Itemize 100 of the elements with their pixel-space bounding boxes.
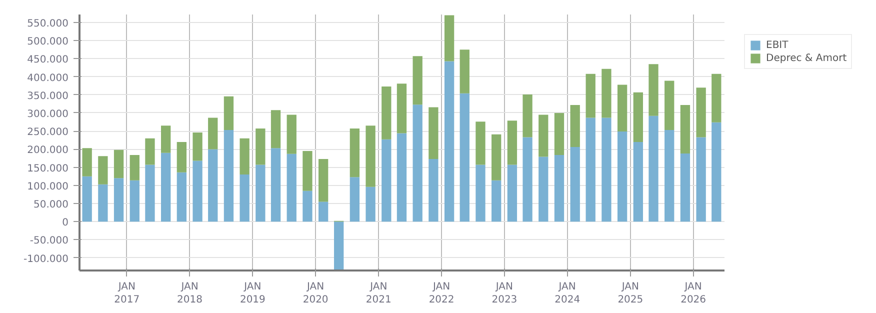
bar: [696, 137, 706, 222]
bar: [492, 180, 502, 222]
bar: [680, 154, 690, 222]
y-tick-label: 200.000: [27, 145, 69, 156]
y-tick-label: -50.000: [30, 236, 69, 247]
bar: [176, 172, 187, 222]
bar: [240, 138, 250, 175]
bar: [130, 154, 140, 180]
bar: [602, 68, 612, 118]
bar: [240, 174, 250, 222]
bar: [460, 93, 470, 222]
bar: [680, 105, 690, 154]
x-tick-label: JAN 2025: [618, 282, 644, 306]
bar: [444, 61, 454, 222]
x-tick-label: JAN 2018: [177, 282, 203, 306]
bar: [208, 118, 218, 150]
bar: [617, 84, 628, 132]
bar: [98, 184, 108, 222]
x-tick-label: JAN 2024: [554, 282, 580, 306]
bar: [633, 142, 643, 222]
legend-label: Deprec & Amort: [766, 52, 847, 64]
bar: [444, 15, 454, 62]
bar: [554, 154, 564, 222]
bar: [318, 202, 328, 222]
bar: [161, 126, 171, 153]
x-tick-label: JAN 2019: [240, 282, 266, 306]
bar: [712, 122, 722, 222]
bar: [396, 84, 407, 134]
y-tick-label: -100.000: [24, 254, 69, 265]
bar: [570, 147, 580, 222]
bar: [145, 138, 155, 165]
bar: [522, 137, 532, 222]
bar: [256, 128, 266, 165]
x-tick-label: JAN 2026: [680, 282, 706, 306]
bar: [428, 158, 438, 222]
bar: [192, 132, 202, 161]
bar: [602, 118, 612, 222]
bar: [412, 104, 422, 222]
bar: [382, 86, 392, 140]
bar: [522, 94, 532, 138]
bar: [161, 152, 171, 222]
bar: [554, 112, 564, 155]
y-tick-label: 150.000: [27, 163, 69, 174]
bar: [617, 131, 628, 222]
bar: [334, 222, 344, 270]
bar: [712, 74, 722, 122]
bar: [82, 148, 92, 176]
bar: [507, 164, 518, 222]
y-tick-label: 400.000: [27, 72, 69, 84]
bar: [350, 177, 360, 222]
bar: [366, 186, 376, 222]
bar: [412, 56, 422, 105]
bar: [366, 126, 376, 187]
y-tick-label: 100.000: [27, 181, 69, 192]
bar: [98, 156, 108, 184]
y-tick-label: 0: [62, 218, 69, 229]
bar: [208, 149, 218, 222]
bar: [318, 158, 328, 202]
bar: [586, 118, 596, 222]
y-tick-label: 300.000: [27, 108, 69, 120]
bar: [696, 88, 706, 138]
bar: [270, 148, 281, 222]
x-tick-label: JAN 2020: [302, 282, 328, 306]
bar: [286, 154, 296, 222]
bar: [476, 164, 486, 222]
bar: [664, 130, 674, 222]
bar: [192, 160, 202, 222]
x-tick-label: JAN 2022: [428, 282, 454, 306]
bar: [492, 134, 502, 180]
bar: [350, 128, 360, 178]
y-tick-label: 450.000: [27, 54, 69, 66]
y-tick-label: 250.000: [27, 127, 69, 138]
bar: [270, 110, 281, 148]
bar: [476, 122, 486, 165]
bar: [460, 50, 470, 94]
bar: [570, 105, 580, 148]
bar: [114, 178, 124, 222]
x-tick-label: JAN 2023: [492, 282, 518, 306]
bar: [256, 164, 266, 222]
bar: [114, 150, 124, 178]
bar: [382, 139, 392, 222]
x-tick-label: JAN 2021: [366, 282, 392, 306]
bar: [302, 190, 312, 222]
bar: [145, 164, 155, 222]
bar: [633, 92, 643, 142]
bar: [396, 133, 407, 222]
bar: [664, 80, 674, 130]
bar: [507, 120, 518, 165]
bar: [648, 116, 658, 222]
y-tick-label: 500.000: [27, 36, 69, 48]
bar: [586, 74, 596, 118]
y-tick-label: 350.000: [27, 90, 69, 102]
bar: [224, 96, 234, 130]
bar: [538, 114, 548, 157]
legend-label: EBIT: [766, 39, 788, 51]
bar: [302, 151, 312, 191]
bar: [286, 114, 296, 154]
bar: [648, 64, 658, 116]
bar: [224, 130, 234, 222]
bar: [538, 156, 548, 222]
